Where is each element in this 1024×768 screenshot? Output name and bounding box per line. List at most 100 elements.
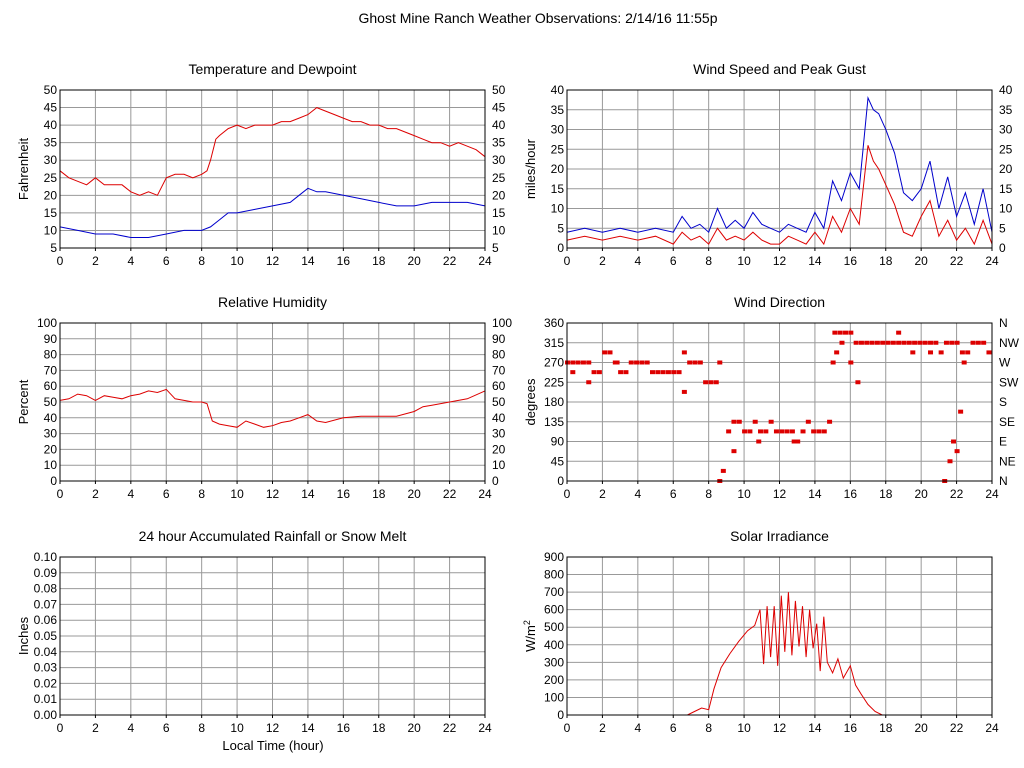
series-line-temp-1 (59, 187, 486, 238)
x-tick-label: 8 (705, 721, 712, 735)
data-point (681, 350, 687, 355)
x-tick-label: 2 (92, 487, 99, 501)
x-tick-label: 22 (443, 721, 457, 735)
y-right-tick-label: 30 (492, 153, 506, 167)
data-point (839, 340, 845, 345)
y-right-tick-label: 30 (492, 427, 506, 441)
x-tick-label: 18 (372, 721, 386, 735)
x-tick-label: 10 (230, 721, 244, 735)
grid-dir (567, 323, 992, 481)
x-tick-label: 24 (478, 487, 492, 501)
grid-wind (567, 90, 992, 248)
x-tick-label: 22 (443, 487, 457, 501)
y-tick-label: 20 (44, 188, 58, 202)
x-tick-label: 14 (808, 487, 822, 501)
y-right-tick-label: 15 (999, 182, 1013, 196)
series-line-rh-0 (59, 388, 486, 428)
data-point (855, 380, 861, 385)
y-right-tick-label: 60 (492, 379, 506, 393)
x-tick-label: 8 (705, 254, 712, 268)
y-right-tick-label: SW (999, 375, 1019, 389)
data-point (639, 360, 645, 365)
x-tick-label: 6 (670, 721, 677, 735)
y-tick-label: 800 (544, 568, 564, 582)
data-point (885, 340, 891, 345)
data-point (827, 419, 833, 424)
y-tick-label: 200 (544, 673, 564, 687)
y-tick-label: 20 (551, 162, 565, 176)
y-tick-label: 180 (544, 395, 564, 409)
y-right-tick-label: 50 (492, 83, 506, 97)
y-tick-label: 60 (44, 379, 58, 393)
y-tick-label: 10 (44, 223, 58, 237)
x-tick-label: 16 (844, 254, 858, 268)
y-tick-label: 10 (44, 458, 58, 472)
x-tick-label: 6 (163, 721, 170, 735)
y-tick-label: 100 (37, 316, 57, 330)
y-tick-label: 25 (551, 142, 565, 156)
y-tick-label: 35 (44, 136, 58, 150)
y-tick-label: 40 (44, 118, 58, 132)
data-point (821, 429, 827, 434)
y-axis-label-rh: Percent (16, 379, 31, 424)
x-tick-label: 10 (737, 487, 751, 501)
x-tick-label: 12 (773, 721, 787, 735)
y-right-tick-label: E (999, 435, 1007, 449)
data-point (943, 340, 949, 345)
plot-frame-dir (566, 322, 993, 482)
series-dir-1 (570, 330, 967, 483)
x-tick-label: 2 (92, 254, 99, 268)
x-tick-label: 4 (634, 721, 641, 735)
data-point (660, 370, 666, 375)
data-point (880, 340, 886, 345)
y-tick-label: 30 (44, 427, 58, 441)
x-tick-label: 12 (266, 721, 280, 735)
x-tick-label: 2 (599, 254, 606, 268)
x-tick-label: 2 (599, 487, 606, 501)
y-right-tick-label: 15 (492, 206, 506, 220)
data-point (959, 350, 965, 355)
y-tick-label: 0.10 (34, 550, 58, 564)
data-point (848, 330, 854, 335)
data-point (768, 419, 774, 424)
y-tick-label: 35 (551, 103, 565, 117)
x-tick-label: 2 (92, 721, 99, 735)
y-tick-label: 225 (544, 375, 564, 389)
x-tick-label: 4 (127, 254, 134, 268)
y-right-tick-label: 35 (492, 136, 506, 150)
data-point (773, 429, 779, 434)
grid-rain (60, 557, 485, 715)
data-point (736, 419, 742, 424)
y-right-tick-label: 20 (492, 442, 506, 456)
x-tick-label: 16 (337, 721, 351, 735)
x-tick-label: 8 (198, 721, 205, 735)
data-point (954, 340, 960, 345)
y-right-tick-label: SE (999, 415, 1015, 429)
y-tick-label: 360 (544, 316, 564, 330)
data-point (896, 330, 902, 335)
x-tick-label: 14 (301, 721, 315, 735)
data-point (779, 429, 785, 434)
y-right-tick-label: 45 (492, 101, 506, 115)
series-line-solar-0 (567, 592, 992, 716)
x-tick-label: 20 (914, 254, 928, 268)
y-tick-label: 700 (544, 585, 564, 599)
x-tick-label: 0 (57, 254, 64, 268)
y-tick-label: 30 (551, 123, 565, 137)
y-tick-label: 600 (544, 603, 564, 617)
data-point (874, 340, 880, 345)
data-point (676, 370, 682, 375)
y-tick-label: 300 (544, 655, 564, 669)
y-tick-label: 0.09 (34, 566, 58, 580)
data-point (602, 350, 608, 355)
y-tick-label: 0.00 (34, 708, 58, 722)
y-right-tick-label: 25 (492, 171, 506, 185)
y-right-tick-label: 70 (492, 363, 506, 377)
data-point (747, 429, 753, 434)
data-point (906, 340, 912, 345)
